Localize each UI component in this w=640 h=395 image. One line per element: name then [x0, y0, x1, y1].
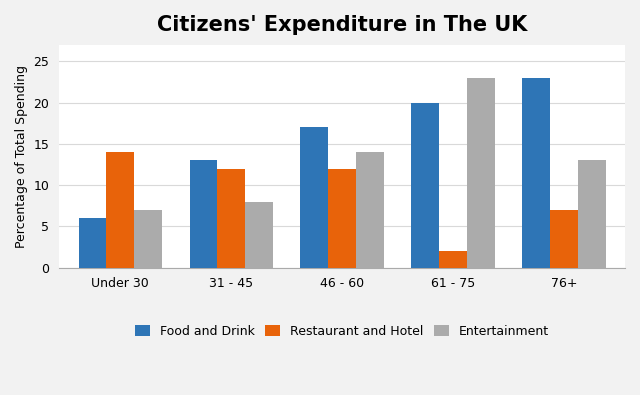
Bar: [467, 78, 495, 268]
Bar: [550, 210, 578, 268]
Bar: [79, 218, 106, 268]
Bar: [439, 251, 467, 268]
Bar: [522, 78, 550, 268]
Bar: [300, 128, 328, 268]
Bar: [245, 202, 273, 268]
Bar: [106, 152, 134, 268]
Legend: Food and Drink, Restaurant and Hotel, Entertainment: Food and Drink, Restaurant and Hotel, En…: [129, 318, 555, 344]
Bar: [412, 103, 439, 268]
Y-axis label: Percentage of Total Spending: Percentage of Total Spending: [15, 65, 28, 248]
Bar: [217, 169, 245, 268]
Bar: [328, 169, 356, 268]
Bar: [578, 160, 605, 268]
Bar: [189, 160, 217, 268]
Bar: [134, 210, 162, 268]
Title: Citizens' Expenditure in The UK: Citizens' Expenditure in The UK: [157, 15, 527, 35]
Bar: [356, 152, 384, 268]
